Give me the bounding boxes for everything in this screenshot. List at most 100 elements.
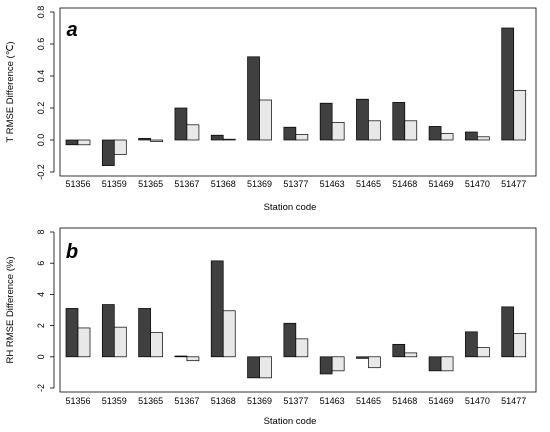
bar-series-2 — [77, 327, 91, 358]
bar-series-2 — [259, 356, 272, 379]
bar-series-1 — [465, 131, 478, 141]
bar-series-1 — [428, 356, 442, 372]
bar-series-2 — [440, 356, 454, 372]
y-tick-label: -2 — [36, 384, 46, 392]
bar-series-2 — [186, 356, 200, 362]
y-tick-label: 0.6 — [36, 38, 46, 51]
bar-series-1 — [319, 102, 333, 141]
bar-series-2 — [186, 124, 200, 141]
bar-series-1 — [138, 138, 151, 141]
bar-series-2 — [440, 133, 454, 141]
x-tick-label: 51367 — [174, 396, 199, 406]
x-tick-label: 51468 — [392, 396, 417, 406]
x-tick-label: 51463 — [320, 396, 345, 406]
x-tick-label: 51359 — [102, 396, 127, 406]
bar-series-1 — [283, 322, 297, 358]
bar-series-1 — [428, 126, 442, 141]
bar-series-2 — [477, 136, 490, 141]
x-tick-label: 51463 — [320, 179, 345, 189]
bar-series-2 — [295, 134, 309, 141]
bar-series-1 — [101, 304, 115, 358]
bar-series-1 — [319, 356, 333, 375]
bar-series-2 — [150, 139, 163, 142]
bar-series-2 — [513, 333, 527, 358]
y-tick-label: 2 — [36, 323, 46, 328]
bar-series-1 — [283, 126, 297, 141]
y-tick-label: 0 — [36, 354, 46, 359]
panel-a-chart: -0.2 0.0 0.2 0.4 0.6 0.8 51356 51359 51365 51367 5… — [5, 6, 537, 213]
bar-series-2 — [150, 332, 163, 358]
x-tick-label: 51377 — [283, 179, 308, 189]
bar-series-2 — [404, 120, 418, 141]
bar-series-1 — [138, 308, 151, 358]
x-tick-label: 51356 — [65, 396, 90, 406]
x-tick-label: 51368 — [211, 396, 236, 406]
plot-frame — [59, 7, 537, 177]
bar-series-2 — [259, 99, 272, 141]
bar-series-2 — [404, 352, 418, 358]
plot-frame — [59, 227, 537, 393]
bar-series-1 — [501, 27, 515, 141]
bar-series-1 — [65, 139, 79, 146]
x-axis-title: Station code — [264, 202, 317, 213]
y-tick-label: 0.4 — [36, 70, 46, 83]
bar-series-1 — [101, 139, 115, 166]
y-tick-label: 0.2 — [36, 102, 46, 115]
x-tick-label: 51470 — [465, 179, 490, 189]
x-tick-label: 51477 — [501, 179, 526, 189]
bar-series-2 — [513, 90, 527, 141]
x-tick-label: 51368 — [211, 179, 236, 189]
x-tick-label: 51367 — [174, 179, 199, 189]
panel-label: b — [66, 241, 78, 263]
bar-series-2 — [368, 356, 381, 369]
x-tick-label: 51356 — [65, 179, 90, 189]
bar-series-2 — [295, 338, 309, 358]
bar-series-1 — [392, 343, 406, 358]
bar-series-1 — [247, 356, 260, 379]
panel-label: a — [66, 19, 77, 41]
x-tick-label: 51369 — [247, 179, 272, 189]
x-tick-label: 51365 — [138, 396, 163, 406]
bar-series-1 — [174, 107, 188, 141]
bar-series-1 — [392, 102, 406, 141]
y-tick-label: 0.8 — [36, 6, 46, 19]
panel-b-chart: -2 0 2 4 6 8 51356 51359 51365 51367 51368 51369 513… — [5, 227, 537, 427]
bar-series-2 — [113, 326, 127, 358]
y-tick-label: 6 — [36, 261, 46, 266]
bar-series-1 — [501, 306, 515, 358]
y-axis-title: T RMSE Difference (℃) — [5, 41, 16, 142]
bar-series-2 — [331, 122, 345, 141]
x-tick-label: 51365 — [138, 179, 163, 189]
bar-series-2 — [477, 347, 490, 358]
x-tick-label: 51477 — [501, 396, 526, 406]
bar-series-1 — [65, 308, 79, 358]
bar-series-2 — [222, 138, 236, 141]
y-tick-label: 8 — [36, 229, 46, 234]
x-tick-label: 51359 — [102, 179, 127, 189]
bar-series-2 — [222, 310, 236, 358]
x-tick-label: 51469 — [429, 179, 454, 189]
x-tick-label: 51468 — [392, 179, 417, 189]
bar-series-1 — [356, 98, 369, 141]
bar-series-2 — [113, 139, 127, 155]
bar-series-2 — [368, 120, 381, 141]
bar-series-1 — [247, 56, 260, 141]
bar-series-1 — [210, 134, 224, 141]
x-tick-label: 51470 — [465, 396, 490, 406]
x-tick-label: 51469 — [429, 396, 454, 406]
x-tick-label: 51369 — [247, 396, 272, 406]
y-tick-label: -0.2 — [36, 164, 46, 180]
x-tick-label: 51465 — [356, 179, 381, 189]
bar-series-2 — [77, 139, 91, 146]
x-tick-label: 51465 — [356, 396, 381, 406]
bar-series-1 — [465, 331, 478, 358]
bar-series-2 — [331, 356, 345, 372]
bar-series-1 — [174, 355, 188, 358]
y-axis-title: RH RMSE Difference (%) — [5, 257, 16, 364]
x-axis-title: Station code — [264, 416, 317, 427]
y-tick-label: 4 — [36, 292, 46, 297]
bar-series-1 — [356, 356, 369, 359]
bar-series-1 — [210, 260, 224, 358]
x-tick-label: 51377 — [283, 396, 308, 406]
